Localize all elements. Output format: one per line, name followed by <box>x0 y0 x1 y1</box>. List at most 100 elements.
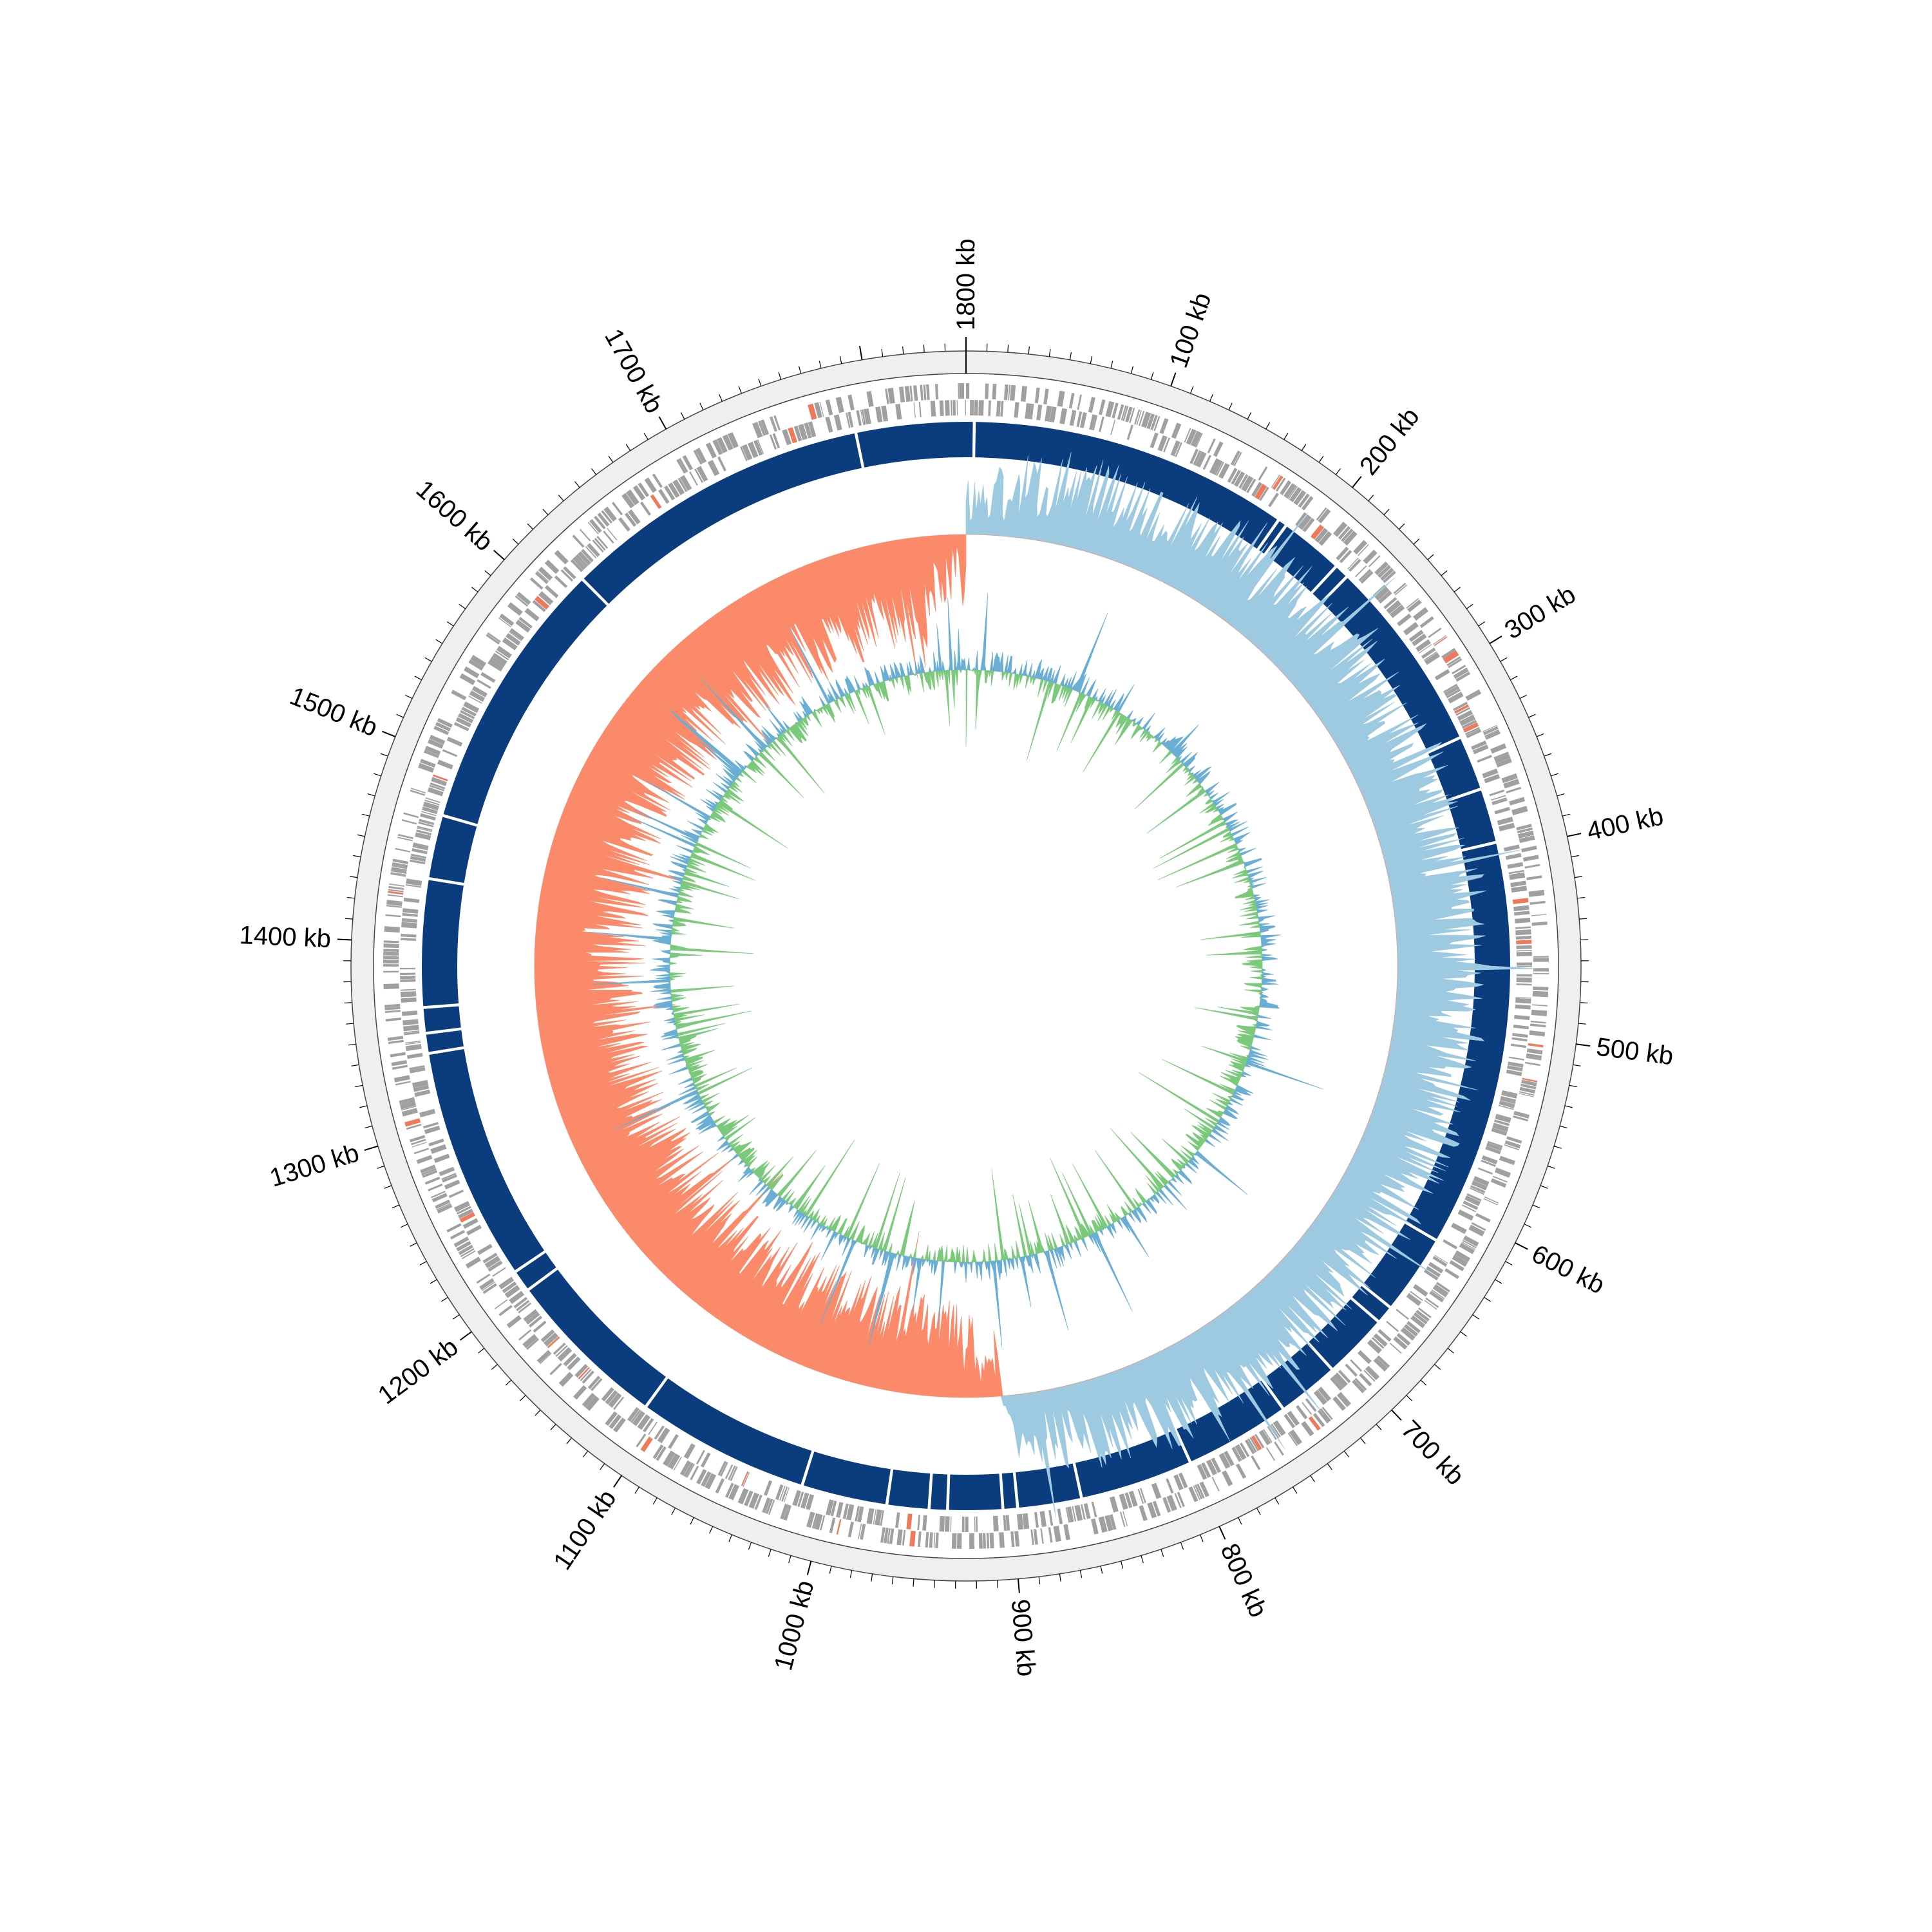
cds-feature <box>386 905 402 908</box>
cds-feature <box>1354 1378 1367 1391</box>
cds-feature <box>412 1079 429 1088</box>
cds-feature <box>400 989 416 991</box>
cds-feature <box>507 602 523 616</box>
cds-feature <box>1258 466 1268 481</box>
cds-feature <box>419 1108 436 1118</box>
cds-feature <box>793 425 802 442</box>
cds-feature <box>1515 1004 1531 1010</box>
minor-tick <box>1238 1517 1242 1525</box>
cds-feature <box>515 620 531 633</box>
cds-feature <box>875 406 883 423</box>
minor-tick <box>1150 372 1154 380</box>
minor-tick <box>348 1043 356 1046</box>
minor-tick <box>1413 538 1420 545</box>
cds-feature <box>1039 1511 1047 1528</box>
cds-feature <box>605 1411 618 1426</box>
cds-feature <box>1147 1502 1157 1519</box>
cds-feature <box>405 1041 421 1045</box>
minor-tick <box>1434 1364 1441 1370</box>
cds-feature <box>1513 911 1530 916</box>
cds-feature <box>1010 1531 1015 1548</box>
cds-feature <box>1045 406 1052 422</box>
cds-feature <box>1184 428 1191 443</box>
cds-feature <box>1482 724 1497 732</box>
cds-feature <box>504 1285 520 1298</box>
cds-feature <box>1496 758 1512 768</box>
cds-feature <box>1514 1015 1530 1021</box>
cds-feature <box>482 1282 495 1291</box>
cds-feature <box>1371 1337 1385 1349</box>
cds-feature <box>444 1179 460 1189</box>
cds-feature <box>405 1044 422 1052</box>
cds-feature <box>1397 613 1412 627</box>
cds-feature <box>1526 1053 1542 1059</box>
cds-feature <box>1313 1390 1327 1405</box>
cds-feature <box>1510 880 1526 887</box>
cds-feature <box>667 1453 681 1470</box>
cds-feature <box>835 397 844 413</box>
cds-feature <box>1526 1056 1542 1061</box>
tick-label: 500 kb <box>1595 1033 1675 1071</box>
cds-feature <box>591 1378 603 1392</box>
cds-feature <box>585 1396 600 1411</box>
cds-feature <box>498 617 511 628</box>
cds-feature <box>1499 822 1515 831</box>
cds-feature <box>1202 455 1211 470</box>
tick-label: 600 kb <box>1527 1240 1609 1300</box>
cds-feature <box>412 1142 427 1148</box>
cds-feature <box>1434 1255 1448 1264</box>
cds-feature <box>1389 1342 1402 1354</box>
cds-feature <box>1494 1167 1511 1178</box>
cds-feature <box>1092 415 1098 431</box>
cds-feature <box>534 596 550 610</box>
cds-feature <box>390 1052 406 1057</box>
cds-feature <box>1105 401 1115 418</box>
cds-feature <box>383 943 399 949</box>
gc-content-track <box>588 593 1323 1348</box>
cds-feature <box>383 983 399 990</box>
cds-feature <box>1166 1495 1177 1511</box>
cds-feature <box>1069 410 1075 426</box>
cds-feature <box>951 400 953 416</box>
cds-feature <box>518 616 533 629</box>
minor-tick <box>365 1125 373 1129</box>
cds-feature <box>1318 509 1331 524</box>
cds-feature <box>1010 384 1016 401</box>
cds-feature <box>720 1462 728 1477</box>
cds-feature <box>856 410 862 426</box>
cds-feature <box>1457 1209 1474 1221</box>
minor-tick <box>566 1437 572 1444</box>
cds-feature <box>648 1421 658 1435</box>
cds-feature <box>741 444 753 460</box>
cds-feature <box>1365 1365 1380 1381</box>
cds-feature <box>627 509 641 525</box>
minor-tick <box>849 1570 853 1578</box>
cds-feature <box>805 1493 815 1510</box>
cds-feature <box>1509 872 1526 880</box>
cds-feature <box>1517 830 1534 838</box>
cds-feature <box>1526 1048 1543 1055</box>
cds-feature <box>741 1471 749 1486</box>
cds-feature <box>1403 1323 1419 1337</box>
cds-feature <box>1522 1077 1538 1083</box>
cds-feature <box>523 1309 538 1322</box>
cds-feature <box>392 1065 408 1070</box>
cds-feature <box>913 385 918 401</box>
cds-feature <box>422 1170 438 1179</box>
cds-feature <box>611 502 623 516</box>
cds-feature <box>652 473 663 488</box>
cds-feature <box>464 666 480 679</box>
cds-feature <box>966 383 970 399</box>
conserved-block <box>429 817 477 883</box>
minor-tick <box>527 523 534 530</box>
cds-feature <box>959 383 965 399</box>
cds-feature <box>429 784 445 791</box>
conserved-block <box>803 1452 891 1504</box>
conserved-block <box>1322 578 1460 752</box>
cds-feature <box>388 883 404 887</box>
cds-feature <box>1515 929 1531 936</box>
cds-feature <box>458 713 474 724</box>
cds-feature <box>1043 388 1049 404</box>
cds-feature <box>632 485 646 501</box>
cds-feature <box>1347 557 1359 570</box>
